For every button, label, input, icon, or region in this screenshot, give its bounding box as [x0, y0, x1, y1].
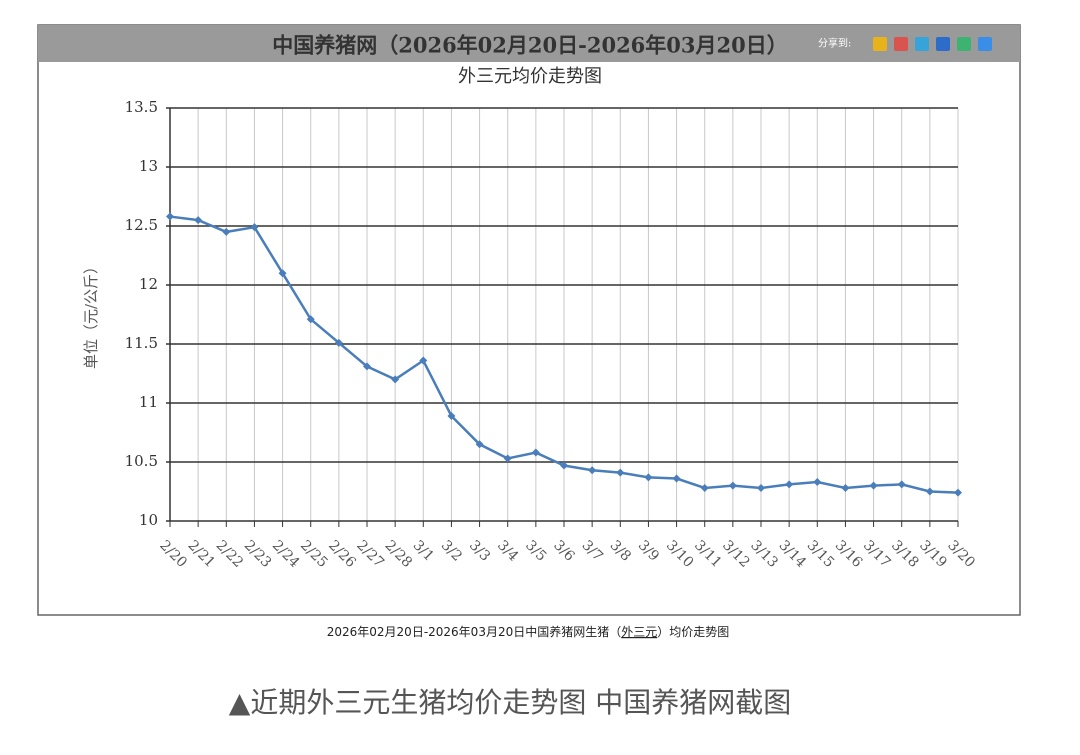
share-icon[interactable]: [957, 37, 971, 51]
data-point: [813, 478, 822, 487]
share-icon[interactable]: [936, 37, 950, 51]
y-tick-label: 11: [139, 393, 158, 411]
y-tick-label: 10: [139, 511, 158, 529]
y-tick-label: 13.5: [125, 98, 158, 116]
caption-text: 2026年02月20日-2026年03月20日中国养猪网生猪（: [327, 624, 622, 639]
y-tick-label: 12: [139, 275, 158, 293]
data-point: [785, 480, 794, 489]
caption-link[interactable]: 外三元: [621, 625, 657, 639]
caption-text: ）均价走势图: [657, 625, 729, 639]
y-axis-label: 单位（元/公斤）: [82, 259, 100, 369]
chart-frame: [37, 24, 1021, 616]
data-point: [503, 454, 512, 463]
data-point: [841, 483, 850, 492]
data-point: [616, 468, 625, 477]
data-point: [869, 481, 878, 490]
data-point: [278, 269, 287, 278]
y-tick-label: 10.5: [125, 452, 158, 470]
data-point: [363, 362, 371, 371]
data-point: [475, 440, 484, 449]
data-point: [925, 487, 934, 496]
share-icons: [873, 37, 992, 51]
share-icon[interactable]: [915, 37, 929, 51]
y-tick-label: 12.5: [125, 216, 158, 234]
share-icon[interactable]: [873, 37, 887, 51]
data-point: [391, 375, 400, 384]
data-point: [897, 480, 906, 489]
data-point: [419, 356, 428, 365]
data-point: [334, 338, 343, 347]
data-point: [222, 227, 231, 236]
data-point: [700, 483, 709, 492]
data-point: [588, 466, 597, 475]
header-bar: [38, 25, 1020, 62]
data-point: [672, 474, 681, 483]
y-tick-label: 13: [139, 157, 158, 175]
y-tick-label: 11.5: [125, 334, 158, 352]
data-point: [447, 411, 456, 420]
share-label: 分享到:: [818, 37, 851, 50]
chart-title: 外三元均价走势图: [458, 66, 602, 87]
share-icon[interactable]: [894, 37, 908, 51]
data-point: [757, 483, 765, 492]
data-point: [250, 223, 259, 232]
data-point: [954, 488, 962, 497]
data-point: [560, 461, 568, 470]
footer-caption: ▲近期外三元生猪均价走势图 中国养猪网截图: [229, 686, 791, 719]
data-point: [644, 473, 653, 482]
data-point: [194, 216, 203, 225]
chart-caption: 2026年02月20日-2026年03月20日中国养猪网生猪（外三元）均价走势图: [327, 624, 730, 639]
data-point: [531, 448, 540, 457]
header-title: 中国养猪网（2026年02月20日-2026年03月20日）: [272, 33, 788, 58]
data-point: [166, 212, 174, 221]
data-point: [728, 481, 737, 490]
share-icon[interactable]: [978, 37, 992, 51]
data-point: [306, 315, 315, 324]
